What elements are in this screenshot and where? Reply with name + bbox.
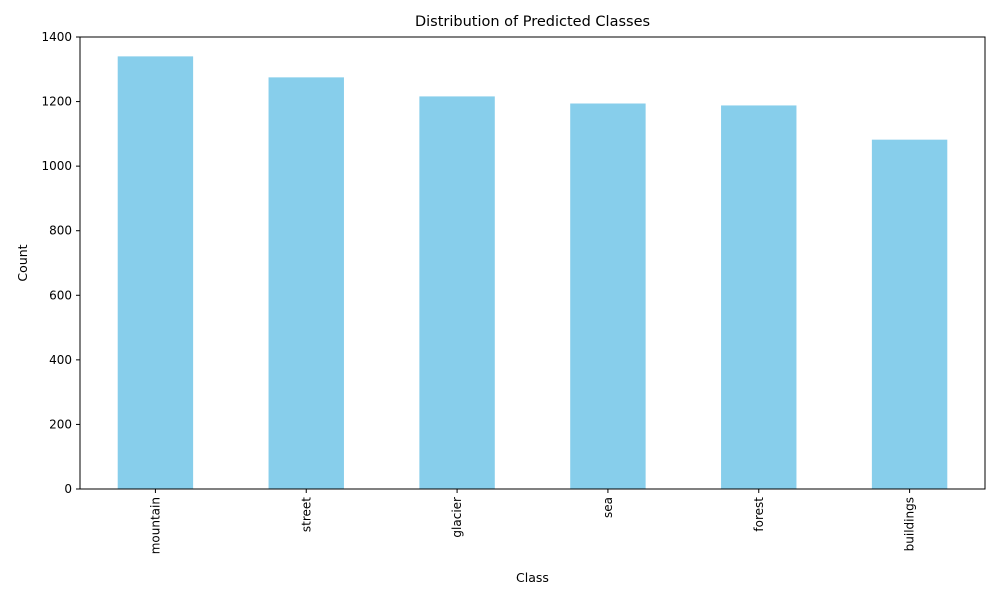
x-tick-label: sea (601, 497, 615, 518)
bar-glacier (419, 96, 495, 490)
y-axis-label: Count (15, 244, 30, 281)
bar-sea (570, 103, 646, 489)
x-tick-label: street (299, 497, 313, 532)
bar-buildings (871, 139, 948, 489)
x-tick-label: mountain (148, 497, 162, 554)
y-tick-label: 1200 (41, 95, 72, 109)
ticks-layer: mountain street glacier sea forest buildings 0… (41, 30, 916, 554)
x-axis-label: Class (516, 570, 549, 585)
y-tick-label: 0 (64, 482, 72, 496)
plot-frame (79, 36, 986, 490)
bar-mountain (117, 56, 194, 489)
y-tick-label: 200 (49, 417, 72, 431)
y-tick-label: 1000 (41, 159, 72, 173)
bars-layer (117, 56, 948, 490)
bar-street (268, 77, 344, 489)
bar-forest (721, 105, 797, 490)
x-tick-label: glacier (450, 497, 464, 538)
y-tick-label: 400 (49, 353, 72, 367)
y-tick-label: 800 (49, 224, 72, 238)
y-tick-label: 600 (49, 288, 72, 302)
chart-title: Distribution of Predicted Classes (415, 14, 650, 30)
x-tick-label: buildings (903, 497, 917, 551)
y-tick-label: 1400 (41, 30, 72, 44)
x-tick-label: forest (752, 497, 766, 532)
